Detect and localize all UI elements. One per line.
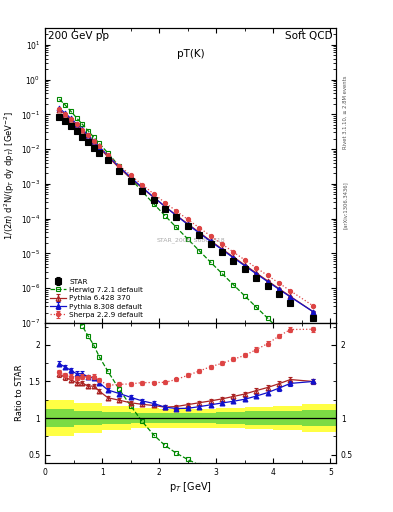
- Text: [arXiv:1306.3436]: [arXiv:1306.3436]: [343, 181, 348, 229]
- Herwig 7.2.1 default: [197, 248, 202, 254]
- Legend: STAR, Herwig 7.2.1 default, Pythia 6.428 370, Pythia 8.308 default, Sherpa 2.2.9: STAR, Herwig 7.2.1 default, Pythia 6.428…: [49, 277, 145, 319]
- Herwig 7.2.1 default: [208, 259, 213, 265]
- Herwig 7.2.1 default: [117, 163, 122, 169]
- Line: Herwig 7.2.1 default: Herwig 7.2.1 default: [57, 97, 316, 366]
- Herwig 7.2.1 default: [91, 134, 96, 140]
- Herwig 7.2.1 default: [68, 108, 73, 114]
- Text: Rivet 3.1.10, ≥ 2.8M events: Rivet 3.1.10, ≥ 2.8M events: [343, 76, 348, 150]
- Herwig 7.2.1 default: [151, 201, 156, 207]
- Text: STAR_2006_S6860818: STAR_2006_S6860818: [156, 238, 225, 243]
- Text: Soft QCD: Soft QCD: [285, 31, 333, 41]
- Herwig 7.2.1 default: [277, 326, 281, 332]
- Text: 200 GeV pp: 200 GeV pp: [48, 31, 109, 41]
- Herwig 7.2.1 default: [140, 188, 145, 195]
- Herwig 7.2.1 default: [242, 293, 247, 299]
- Herwig 7.2.1 default: [74, 115, 79, 121]
- Y-axis label: 1/(2$\pi$) d$^2$N/(p$_T$ dy dp$_T$) [GeV$^{-2}$]: 1/(2$\pi$) d$^2$N/(p$_T$ dy dp$_T$) [GeV…: [2, 111, 17, 240]
- Herwig 7.2.1 default: [80, 121, 84, 127]
- Herwig 7.2.1 default: [57, 96, 62, 102]
- Herwig 7.2.1 default: [129, 176, 133, 182]
- Herwig 7.2.1 default: [63, 102, 68, 108]
- Herwig 7.2.1 default: [254, 304, 259, 310]
- Text: pT(K): pT(K): [177, 49, 204, 59]
- Herwig 7.2.1 default: [163, 212, 167, 219]
- Herwig 7.2.1 default: [174, 224, 179, 230]
- Herwig 7.2.1 default: [185, 236, 190, 242]
- Herwig 7.2.1 default: [288, 337, 293, 343]
- Herwig 7.2.1 default: [231, 282, 236, 288]
- Herwig 7.2.1 default: [220, 270, 224, 276]
- Herwig 7.2.1 default: [86, 127, 90, 134]
- Herwig 7.2.1 default: [311, 360, 316, 366]
- Y-axis label: Ratio to STAR: Ratio to STAR: [15, 365, 24, 421]
- Herwig 7.2.1 default: [106, 150, 110, 156]
- Herwig 7.2.1 default: [97, 140, 102, 146]
- Herwig 7.2.1 default: [265, 315, 270, 321]
- X-axis label: p$_T$ [GeV]: p$_T$ [GeV]: [169, 480, 212, 494]
